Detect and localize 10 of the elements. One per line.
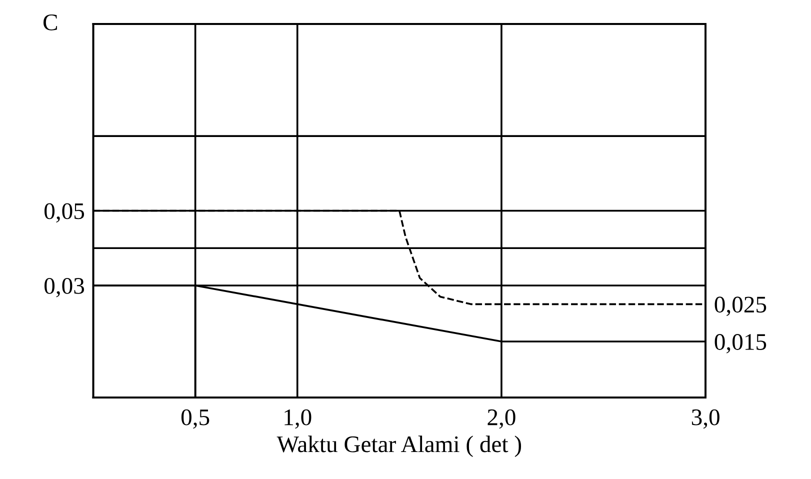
x-tick-label: 3,0 [692, 409, 720, 429]
x-tick-label: 1,0 [284, 409, 312, 429]
y-axis-title: C [44, 14, 57, 30]
y2-tick-label: 0,025 [714, 296, 766, 316]
y-tick-label: 0,05 [44, 203, 84, 223]
x-tick-label: 2,0 [488, 409, 516, 429]
x-tick-label: 0,5 [181, 409, 210, 429]
y-tick-label: 0,03 [44, 278, 84, 298]
y2-tick-label: 0,015 [714, 334, 766, 354]
x-axis-title: Waktu Getar Alami ( det ) [276, 436, 522, 458]
